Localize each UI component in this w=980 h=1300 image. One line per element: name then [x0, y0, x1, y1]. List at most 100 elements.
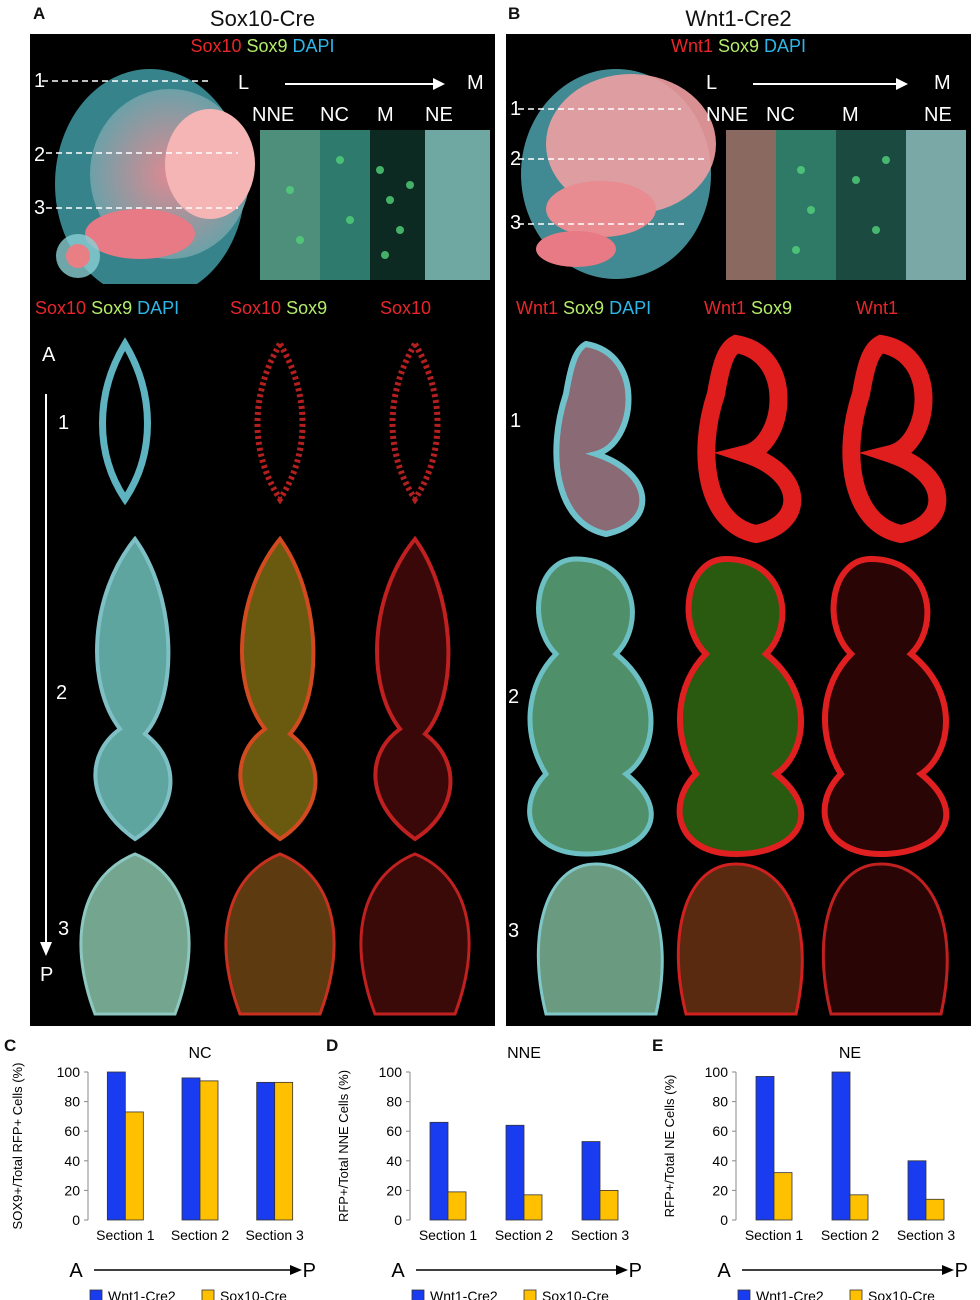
ap-arrow-head [290, 1265, 302, 1275]
b-row1-wnt1 [842, 334, 947, 544]
a-row3-sox10 [359, 852, 471, 1016]
legend-swatch-wnt1-cre2 [89, 1289, 103, 1300]
y-tick-label: 20 [64, 1182, 80, 1198]
panel-b-letter: B [508, 4, 521, 23]
row-label-1: 1 [58, 412, 70, 434]
b-col-label-wnt1-sox9: Wnt1 Sox9 [704, 298, 792, 319]
ap-anterior-label: A [69, 1260, 83, 1282]
b-region-nne: NNE [706, 104, 749, 126]
y-tick-label: 60 [64, 1123, 80, 1139]
ap-posterior-label: P [955, 1260, 968, 1282]
panel-a-image: Sox10 Sox9 DAPI 1 2 3 L M NNE NC M NE [30, 34, 495, 1026]
stain-sox10: Sox10 [190, 36, 242, 56]
a-row1-sox10-sox9 [254, 338, 306, 505]
a-row2-sox10-sox9 [238, 535, 318, 842]
col-label-merge-sox9: Sox9 [91, 298, 133, 318]
b-lateral-medial-arrow [753, 83, 898, 85]
y-tick-label: 0 [394, 1212, 402, 1228]
b-row-label-3: 3 [508, 920, 520, 942]
y-tick-label: 100 [57, 1064, 81, 1080]
chart-e-ne: NE RFP+/Total NE Cells (%) 0 20 40 60 80 100 Sec… [662, 1045, 968, 1300]
b-row1-wnt1-sox9 [697, 334, 802, 544]
ap-anterior-label: A [391, 1260, 405, 1282]
b-col-label-merge-wnt1: Wnt1 [516, 298, 559, 318]
col-label-merge-sox10: Sox10 [35, 298, 87, 318]
col-label-merge-dapi: DAPI [137, 298, 180, 318]
panel-a-stain-header: Sox10 Sox9 DAPI [30, 36, 495, 57]
panel-b-zoom-micrograph [726, 130, 966, 280]
b-region-ne: NE [924, 104, 952, 126]
y-tick-label: 80 [712, 1094, 728, 1110]
bar-sox10-cre-2 [523, 1194, 543, 1221]
chart-title: NC [188, 1045, 211, 1062]
ap-arrow-head [40, 942, 52, 956]
chart-title: NE [839, 1045, 861, 1062]
col-label-3-sox10: Sox10 [380, 298, 432, 318]
arrow-head [433, 78, 445, 90]
legend-swatch-sox10-cre [201, 1289, 215, 1300]
panel-b-image: Wnt1 Sox9 DAPI 1 2 3 L M NNE NC M NE Wnt… [506, 34, 971, 1026]
bar-wnt1-cre2-1 [429, 1121, 449, 1221]
b-row2-wnt1-sox9 [676, 555, 805, 858]
panel-d-letter: D [326, 1036, 339, 1055]
b-region-m: M [842, 104, 859, 126]
y-tick-label: 20 [386, 1182, 402, 1198]
bar-wnt1-cre2-3 [581, 1141, 601, 1221]
legend-swatch-sox10-cre [523, 1289, 537, 1300]
bar-sox10-cre-2 [199, 1080, 219, 1221]
x-tick-label: Section 2 [495, 1227, 554, 1243]
panel-a-embryo [42, 69, 255, 284]
a-row3-sox10-sox9 [224, 852, 336, 1016]
ap-anterior-label: A [717, 1260, 731, 1282]
panel-a-sections [79, 337, 471, 1016]
region-nne: NNE [252, 104, 295, 126]
x-tick-label: Section 3 [245, 1227, 304, 1243]
b-row1-merge [553, 340, 646, 538]
bar-wnt1-cre2-1 [106, 1071, 126, 1221]
y-axis-label: RFP+/Total NNE Cells (%) [336, 1070, 351, 1222]
stain-dapi: DAPI [292, 36, 335, 56]
bar-sox10-cre-2 [849, 1194, 869, 1221]
b-row3-wnt1-sox9 [676, 862, 804, 1016]
y-tick-label: 100 [705, 1064, 729, 1080]
ap-posterior-label: P [303, 1260, 316, 1282]
b-col-label-3-wnt1: Wnt1 [856, 298, 899, 318]
a-row1-merge [99, 337, 151, 506]
panel-a-zoom-micrograph [260, 130, 490, 280]
panel-c-letter: C [4, 1036, 17, 1055]
col-label-2-sox9: Sox9 [286, 298, 328, 318]
b-row-label-2: 2 [508, 686, 520, 708]
panel-a-letter: A [33, 4, 46, 23]
legend-swatch-sox10-cre [849, 1289, 863, 1300]
x-tick-label: Section 2 [171, 1227, 230, 1243]
b-row3-wnt1 [821, 862, 949, 1016]
y-tick-label: 60 [712, 1123, 728, 1139]
panel-b-title: Wnt1-Cre2 [685, 6, 792, 31]
col-label-2-sox10: Sox10 [230, 298, 282, 318]
bar-wnt1-cre2-3 [256, 1081, 276, 1221]
bar-sox10-cre-1 [447, 1191, 467, 1221]
posterior-label: P [40, 964, 54, 986]
embryo-section-1-label: 1 [34, 70, 46, 92]
panel-b-embryo [518, 69, 716, 279]
region-nc: NC [320, 104, 349, 126]
b-col-label-2-sox9: Sox9 [751, 298, 793, 318]
b-row2-merge [527, 556, 654, 857]
region-m: M [377, 104, 394, 126]
chart-d-nne: NNE RFP+/Total NNE Cells (%) 0 20 40 60 80 100 S… [336, 1045, 642, 1300]
y-tick-label: 100 [379, 1064, 403, 1080]
row-label-3: 3 [58, 918, 70, 940]
y-tick-label: 0 [72, 1212, 80, 1228]
bar-wnt1-cre2-2 [181, 1077, 201, 1221]
a-row3-merge [79, 852, 191, 1016]
legend-swatch-wnt1-cre2 [411, 1289, 425, 1300]
legend-label: Sox10-Cre [220, 1288, 287, 1300]
col-label-merge: Sox10 Sox9 DAPI [35, 298, 179, 319]
a-row2-merge [93, 535, 173, 842]
ap-arrow-head [616, 1265, 628, 1275]
x-tick-label: Section 1 [96, 1227, 155, 1243]
panel-b-sections [527, 334, 950, 1016]
anterior-label: A [42, 344, 56, 366]
chart-c-nc: NC SOX9+/Total RFP+ Cells (%) 0 20 40 60 80 100… [10, 1045, 316, 1300]
panel-e-letter: E [652, 1036, 664, 1055]
